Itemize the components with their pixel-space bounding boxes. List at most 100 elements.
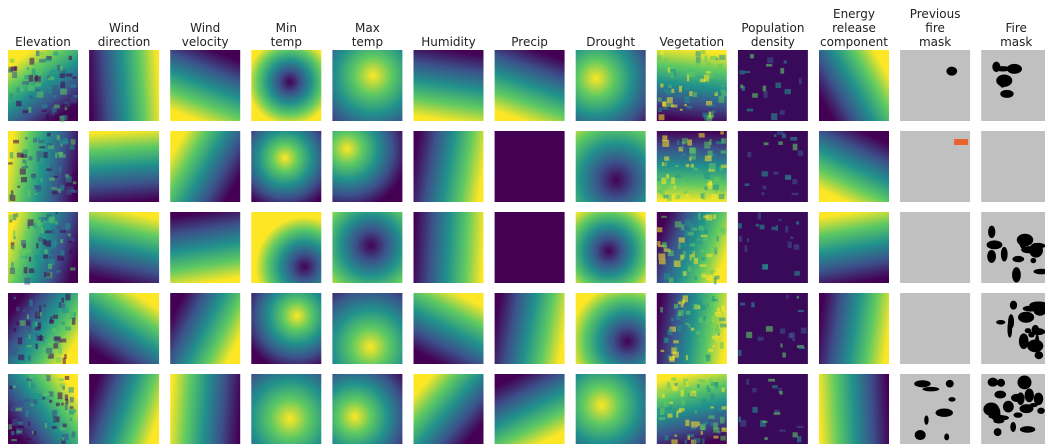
column-header: Population — [741, 21, 804, 35]
texture — [39, 146, 46, 149]
column-header: density — [751, 35, 795, 49]
texture — [15, 321, 22, 326]
texture — [59, 115, 65, 123]
texture — [65, 222, 71, 230]
column-header: Previous — [910, 7, 961, 21]
texture — [17, 185, 21, 188]
texture — [714, 187, 719, 193]
texture — [62, 357, 66, 364]
texture — [40, 71, 43, 75]
image-panel — [413, 131, 484, 202]
texture — [47, 145, 55, 149]
texture — [673, 185, 676, 190]
image-panel — [170, 374, 241, 444]
texture — [679, 298, 682, 304]
texture — [28, 95, 33, 100]
texture — [29, 299, 33, 307]
texture — [683, 244, 687, 247]
image-panel — [8, 374, 78, 444]
texture — [706, 183, 713, 190]
fire-blob — [986, 240, 1003, 250]
texture — [65, 73, 73, 77]
texture — [767, 57, 774, 64]
texture — [657, 241, 661, 246]
texture — [708, 111, 714, 117]
texture — [61, 242, 64, 248]
texture — [746, 331, 753, 339]
texture — [43, 304, 46, 307]
texture — [671, 377, 677, 381]
image-panel — [332, 293, 403, 364]
texture — [763, 264, 768, 270]
texture — [705, 354, 711, 357]
image-panel — [737, 293, 808, 364]
texture — [671, 347, 677, 355]
texture — [682, 295, 688, 303]
texture — [689, 223, 693, 231]
texture — [667, 97, 673, 104]
texture — [764, 437, 768, 441]
texture — [53, 194, 59, 198]
image-panel — [900, 131, 971, 202]
texture — [12, 385, 16, 389]
texture — [39, 259, 45, 263]
texture — [70, 435, 76, 438]
texture — [759, 420, 766, 427]
panel-fill — [170, 131, 241, 202]
texture — [60, 239, 64, 244]
fire-blob — [1034, 351, 1044, 360]
texture — [19, 257, 26, 261]
image-panel — [332, 374, 403, 444]
texture — [69, 411, 75, 415]
texture — [717, 63, 723, 70]
texture — [712, 344, 716, 348]
texture — [700, 379, 706, 383]
texture — [70, 97, 77, 104]
texture — [24, 75, 29, 80]
image-panel — [981, 131, 1045, 202]
fire-blob — [1017, 375, 1032, 390]
texture — [26, 314, 30, 320]
texture — [674, 305, 682, 309]
texture — [35, 326, 41, 331]
texture — [698, 76, 705, 80]
texture — [690, 227, 698, 231]
texture — [27, 219, 34, 226]
texture — [715, 57, 719, 61]
texture — [657, 244, 665, 248]
texture — [792, 338, 796, 342]
texture — [716, 334, 721, 339]
texture — [713, 427, 720, 433]
texture — [707, 150, 713, 157]
texture — [702, 192, 706, 200]
texture — [714, 92, 718, 96]
column-header: Wind — [109, 21, 139, 35]
image-panel — [494, 131, 565, 202]
texture — [20, 253, 26, 259]
texture — [684, 104, 688, 107]
texture — [658, 253, 666, 260]
texture — [660, 50, 664, 55]
texture — [55, 402, 60, 407]
texture — [26, 353, 30, 358]
texture — [12, 230, 16, 237]
texture — [693, 303, 698, 310]
texture — [662, 107, 669, 110]
texture — [775, 225, 778, 231]
texture — [763, 91, 768, 99]
fire-blob — [996, 378, 1006, 387]
texture — [20, 154, 28, 158]
texture — [662, 135, 668, 142]
texture — [66, 190, 72, 195]
texture — [61, 321, 65, 325]
texture — [57, 188, 62, 193]
texture — [777, 131, 784, 135]
texture — [762, 420, 768, 423]
texture — [718, 275, 725, 279]
panel-background — [900, 293, 971, 364]
texture — [28, 256, 32, 262]
fire-blob — [990, 405, 1001, 421]
texture — [689, 254, 692, 261]
texture — [57, 392, 63, 400]
panel-fill — [170, 293, 241, 364]
